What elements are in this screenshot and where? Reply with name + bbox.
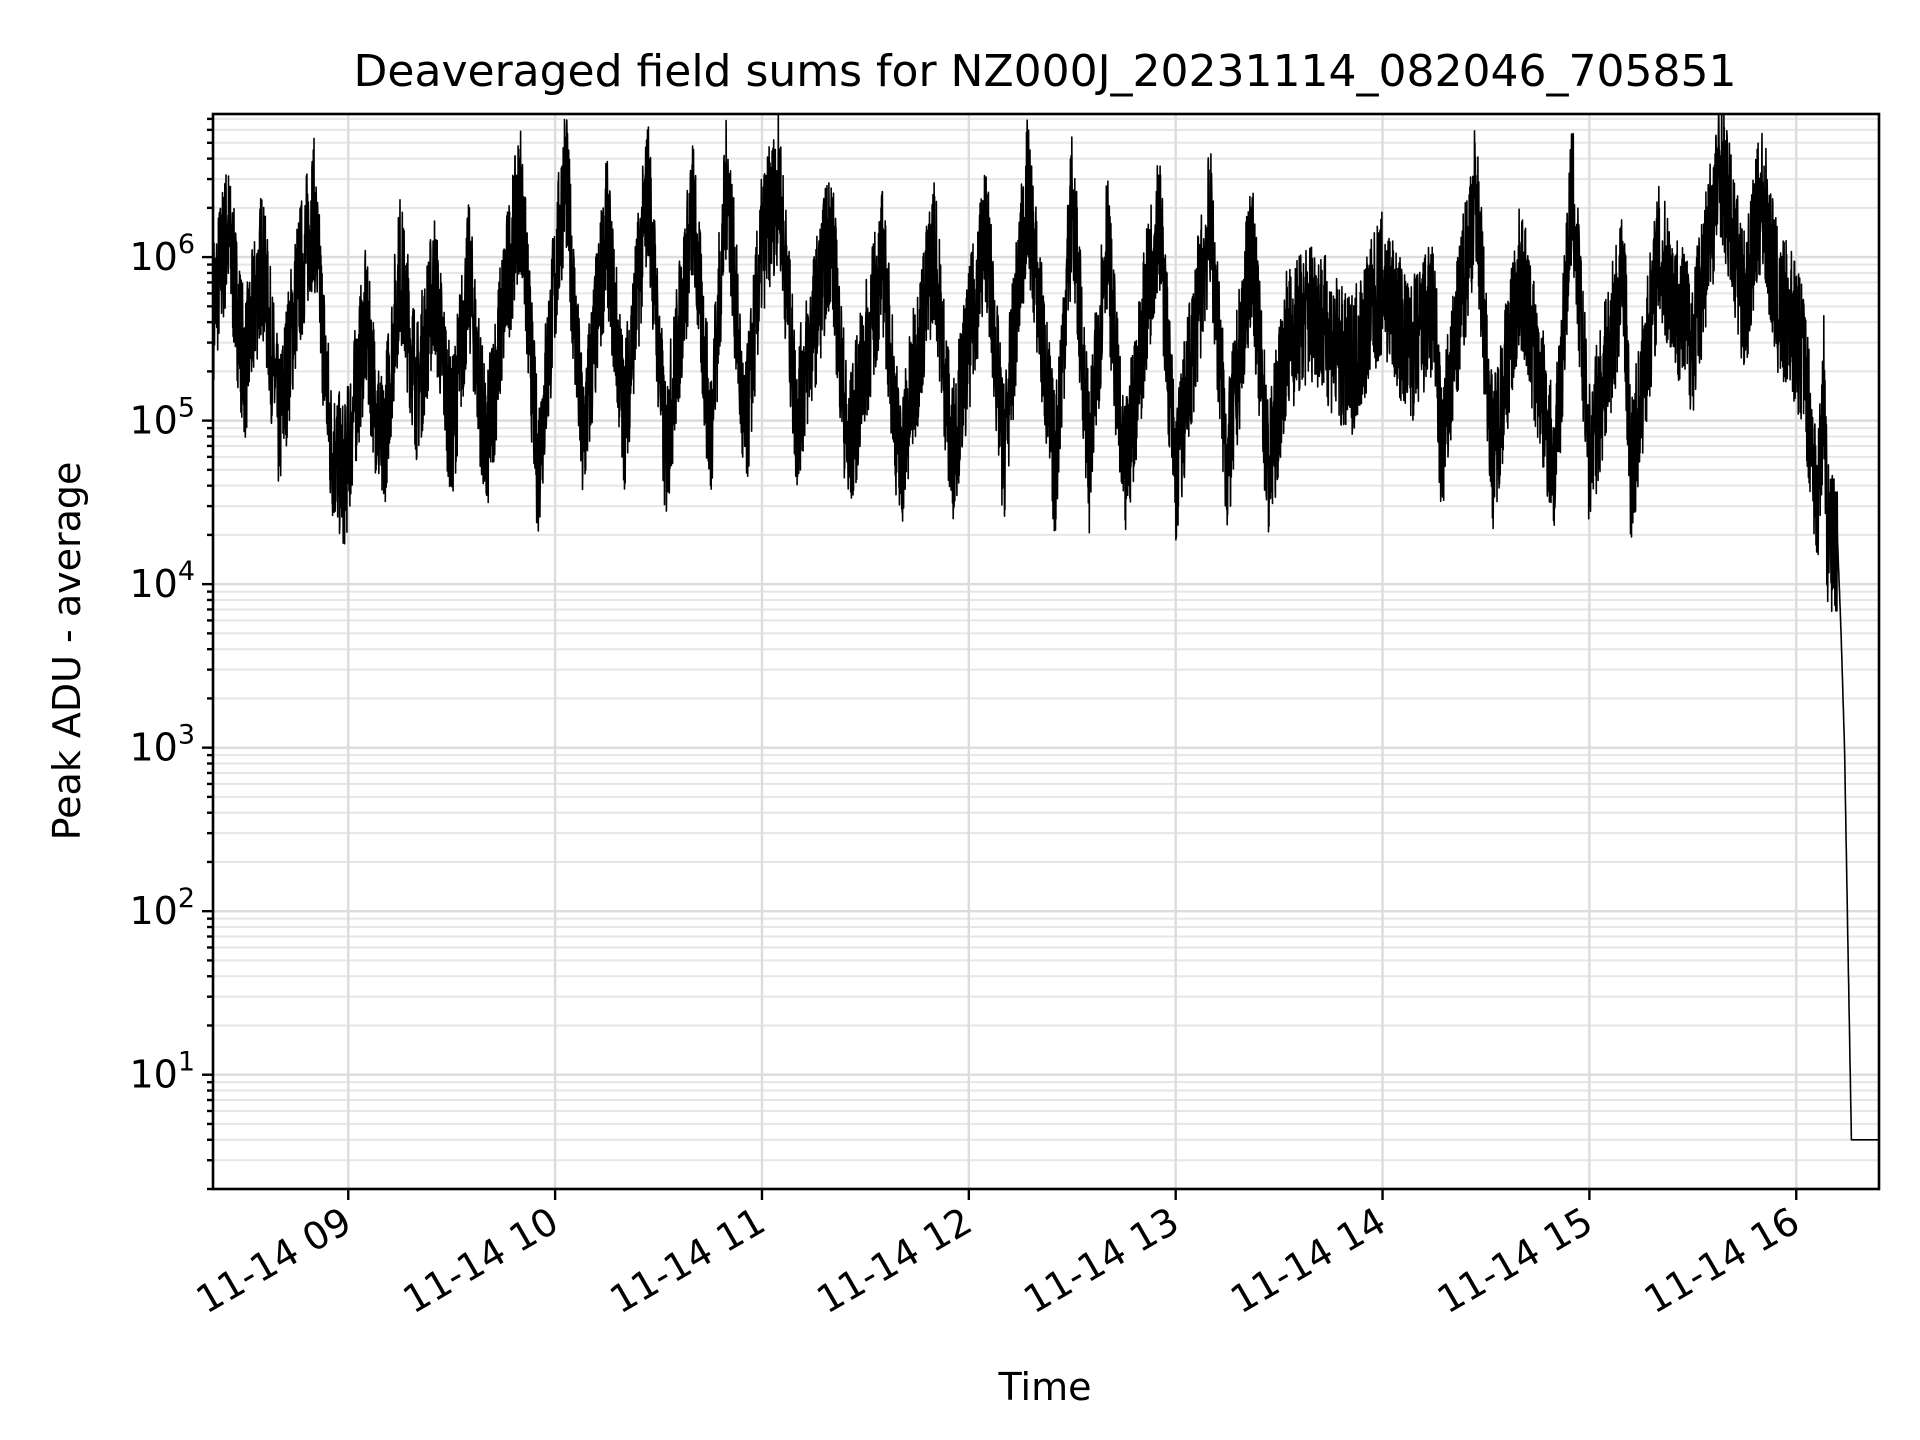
y-tick-label: 102 — [129, 883, 195, 933]
chart-title: Deaveraged field sums for NZ000J_2023111… — [354, 46, 1737, 97]
y-tick-label: 101 — [129, 1047, 195, 1097]
y-axis-label: Peak ADU - average — [45, 462, 89, 841]
plot-frame — [211, 112, 1881, 1191]
x-axis-label: Time — [998, 1365, 1092, 1409]
y-tick-label: 106 — [129, 229, 195, 279]
series-group — [213, 113, 1880, 1141]
y-axis: 101 102 103 104 105 106 — [129, 117, 213, 1191]
y-tick-label: 104 — [129, 556, 195, 606]
y-tick-label: 105 — [129, 393, 195, 443]
grid-lines — [213, 114, 1879, 1190]
y-tick-label: 103 — [129, 720, 195, 770]
series-line — [213, 113, 1880, 1141]
